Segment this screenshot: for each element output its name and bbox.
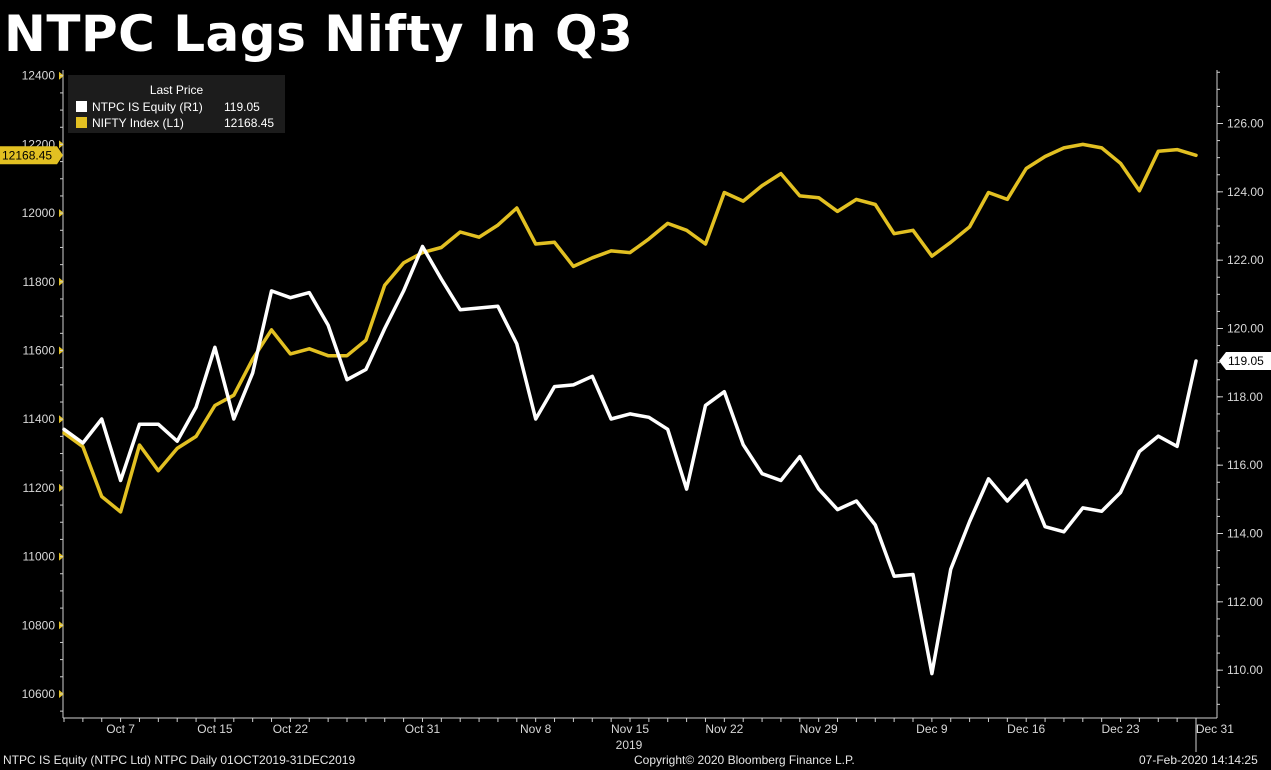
right-tick-label: 122.00 <box>1227 253 1264 267</box>
footer-copyright: Copyright© 2020 Bloomberg Finance L.P. <box>634 753 855 767</box>
legend: Last Price NTPC IS Equity (R1) 119.05 NIF… <box>68 75 285 133</box>
left-tick-label: 10800 <box>22 618 56 632</box>
legend-name-ntpc: NTPC IS Equity (R1) <box>92 100 203 114</box>
left-tick-label: 11200 <box>23 481 56 495</box>
left-tick-label: 10600 <box>22 687 56 701</box>
left-tick-label: 11400 <box>23 412 56 426</box>
x-tick-label: Nov 8 <box>520 722 552 736</box>
x-tick-label: Nov 15 <box>611 722 649 736</box>
legend-item-nifty: NIFTY Index (L1) 12168.45 <box>76 116 274 130</box>
legend-swatch-nifty <box>76 117 87 128</box>
x-tick-label: Oct 15 <box>197 722 233 736</box>
x-year-label: 2019 <box>616 738 643 752</box>
right-tick-label: 114.00 <box>1227 527 1263 541</box>
right-tick-label: 120.00 <box>1227 322 1264 336</box>
nifty-last-value-tag <box>0 146 63 165</box>
chart-title: NTPC Lags Nifty In Q3 <box>4 5 634 63</box>
right-tick-label: 126.00 <box>1227 117 1264 131</box>
x-tick-label: Nov 29 <box>800 722 838 736</box>
series-group <box>62 142 1198 676</box>
left-tick-label: 11000 <box>23 550 56 564</box>
last-value-markers: 12168.45 119.05 <box>0 146 1271 370</box>
right-tick-label: 110.00 <box>1227 663 1263 677</box>
x-tick-label: Oct 22 <box>273 722 309 736</box>
footer-source: NTPC IS Equity (NTPC Ltd) NTPC Daily 01O… <box>3 753 356 767</box>
right-tick-label: 116.00 <box>1227 458 1263 472</box>
ntpc-line <box>62 244 1198 676</box>
ntpc-last-value-label: 119.05 <box>1228 354 1264 368</box>
axes-group: 10600 10800 11000 11200 11400 11600 11800 12000… <box>22 69 1264 752</box>
legend-value-ntpc: 119.05 <box>224 100 260 114</box>
footer-timestamp: 07-Feb-2020 14:14:25 <box>1139 753 1258 767</box>
x-tick-label: Dec 9 <box>916 722 948 736</box>
x-tick-label: Oct 7 <box>106 722 135 736</box>
legend-item-ntpc: NTPC IS Equity (R1) 119.05 <box>76 100 260 114</box>
ntpc-last-value-tag <box>1219 351 1271 370</box>
legend-swatch-ntpc <box>76 101 87 112</box>
left-tick-label: 11600 <box>23 344 56 358</box>
right-tick-label: 124.00 <box>1227 185 1264 199</box>
legend-value-nifty: 12168.45 <box>224 116 275 130</box>
left-tick-label: 11800 <box>23 275 56 289</box>
x-tick-label: Dec 23 <box>1102 722 1140 736</box>
x-tick-label: Dec 16 <box>1007 722 1045 736</box>
nifty-last-value-label: 12168.45 <box>2 148 52 162</box>
left-tick-label: 12400 <box>22 69 56 83</box>
legend-name-nifty: NIFTY Index (L1) <box>92 116 184 130</box>
nifty-line <box>62 142 1198 514</box>
x-tick-label: Oct 31 <box>405 722 441 736</box>
x-tick-label: Nov 22 <box>705 722 743 736</box>
left-tick-label: 12000 <box>22 206 56 220</box>
legend-header: Last Price <box>149 83 204 97</box>
right-tick-label: 112.00 <box>1227 595 1263 609</box>
right-tick-label: 118.00 <box>1227 390 1263 404</box>
x-tick-label: Dec 31 <box>1196 722 1234 736</box>
